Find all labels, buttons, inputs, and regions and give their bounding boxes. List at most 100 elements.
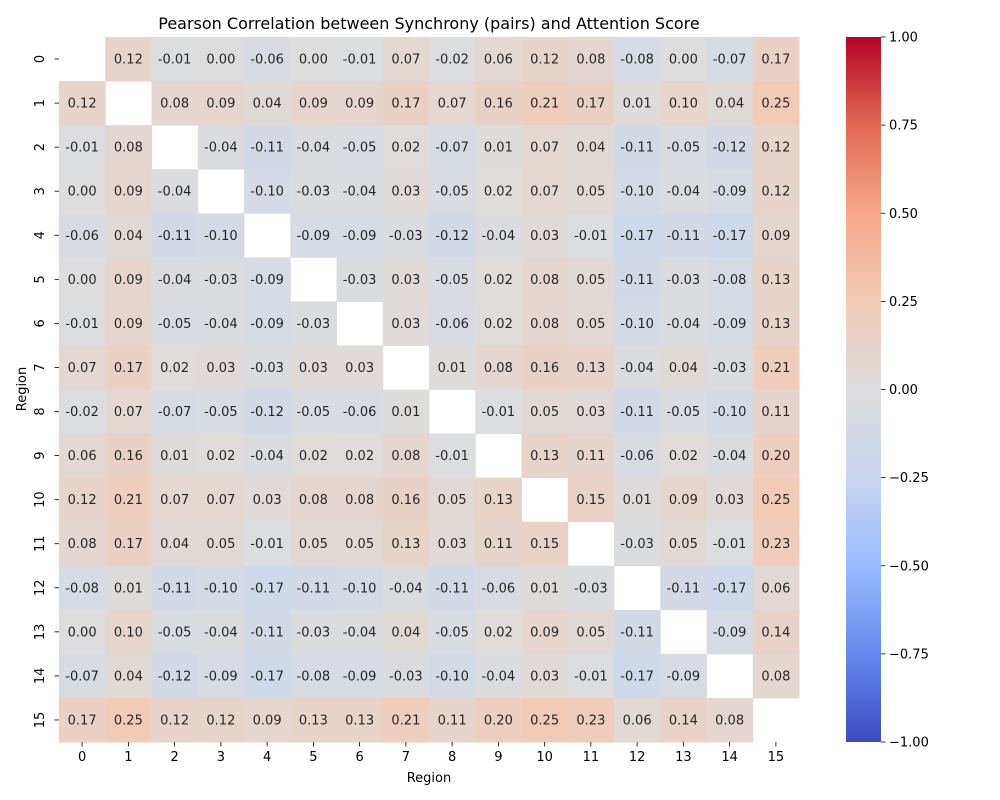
heatmap-cell xyxy=(151,521,199,567)
cell-value-label: -0.10 xyxy=(435,669,469,684)
cell-value-label: 0.06 xyxy=(484,53,513,68)
cell-value-label: 0.13 xyxy=(299,713,328,728)
heatmap-cell xyxy=(151,169,199,214)
cell-value-label: -0.04 xyxy=(343,625,377,640)
cell-value-label: 0.04 xyxy=(576,141,605,156)
heatmap-cell xyxy=(660,433,707,479)
cell-value-label: 0.07 xyxy=(114,405,143,420)
cell-value-label: 0.09 xyxy=(299,97,328,112)
cell-value-label: 0.00 xyxy=(68,273,97,288)
heatmap-cell xyxy=(475,345,522,390)
cell-value-label: 0.17 xyxy=(391,97,420,112)
cell-value-label: 0.09 xyxy=(253,713,282,728)
heatmap-cell xyxy=(290,477,337,523)
heatmap-cell xyxy=(567,565,615,611)
heatmap-cell xyxy=(105,389,152,435)
heatmap-cell xyxy=(290,37,337,82)
x-tick-label: 11 xyxy=(583,750,600,765)
colorbar-tick-label: 0.50 xyxy=(889,207,918,222)
cell-value-label: 0.21 xyxy=(391,713,420,728)
cell-value-label: 0.12 xyxy=(761,141,790,156)
cell-value-label: 0.09 xyxy=(114,273,143,288)
heatmap-cell xyxy=(197,565,245,611)
cell-value-label: 0.16 xyxy=(484,97,513,112)
cell-value-label: -0.11 xyxy=(297,581,331,596)
heatmap-cell xyxy=(521,301,569,346)
cell-value-label: -0.09 xyxy=(250,273,284,288)
heatmap-cell xyxy=(151,653,199,699)
heatmap-cell xyxy=(59,609,106,655)
cell-value-label: 0.23 xyxy=(576,713,605,728)
cell-value-label: -0.06 xyxy=(65,229,99,244)
heatmap-cell xyxy=(105,477,152,523)
cell-value-label: 0.25 xyxy=(530,713,559,728)
cell-value-label: 0.03 xyxy=(206,361,235,376)
cell-value-label: 0.03 xyxy=(530,229,559,244)
heatmap-cell xyxy=(336,81,384,126)
cell-value-label: 0.10 xyxy=(669,97,698,112)
heatmap-cell xyxy=(660,37,707,82)
cell-value-label: 0.06 xyxy=(623,713,652,728)
heatmap-cell xyxy=(290,169,337,214)
heatmap-cell xyxy=(382,433,430,479)
heatmap-cell xyxy=(567,169,615,214)
heatmap-cell xyxy=(660,81,707,126)
heatmap-cell xyxy=(614,169,661,214)
cell-value-label: -0.10 xyxy=(713,405,747,420)
heatmap-cell xyxy=(429,345,476,390)
cell-value-label: -0.10 xyxy=(620,185,654,200)
cell-value-label: 0.17 xyxy=(761,53,790,68)
cell-value-label: 0.11 xyxy=(761,405,790,420)
cell-value-label: 0.02 xyxy=(669,449,698,464)
heatmap-cell xyxy=(521,389,569,435)
cell-value-label: 0.00 xyxy=(206,53,235,68)
cell-value-label: -0.01 xyxy=(65,317,99,332)
heatmap-cell xyxy=(244,345,291,390)
heatmap-cell xyxy=(244,609,291,655)
cell-value-label: -0.04 xyxy=(482,669,516,684)
cell-value-label: -0.05 xyxy=(667,141,701,156)
x-tick-label: 10 xyxy=(536,750,553,765)
cell-value-label: 0.23 xyxy=(761,537,790,552)
cell-value-label: -0.03 xyxy=(389,669,423,684)
cell-value-label: 0.03 xyxy=(391,273,420,288)
heatmap-cell xyxy=(521,565,569,611)
heatmap-cell xyxy=(244,257,291,302)
heatmap-cell xyxy=(521,169,569,214)
cell-value-label: 0.21 xyxy=(114,493,143,508)
heatmap-cell xyxy=(336,257,384,302)
cell-value-label: -0.01 xyxy=(482,405,516,420)
cell-value-label: -0.08 xyxy=(620,53,654,68)
heatmap-cell xyxy=(429,477,476,523)
colorbar-tick-label: 0.25 xyxy=(889,295,918,310)
heatmap-cell xyxy=(197,345,245,390)
heatmap-cell xyxy=(475,653,522,699)
heatmap-cell xyxy=(660,345,707,390)
cell-value-label: -0.04 xyxy=(389,581,423,596)
heatmap-cell xyxy=(59,521,106,567)
heatmap-cell xyxy=(290,213,337,258)
cell-value-label: 0.03 xyxy=(253,493,282,508)
colorbar xyxy=(846,37,881,742)
heatmap-cell xyxy=(336,697,384,743)
heatmap-cell xyxy=(105,565,152,611)
cell-value-label: 0.08 xyxy=(345,493,374,508)
cell-value-label: 0.20 xyxy=(761,449,790,464)
cell-value-label: 0.07 xyxy=(530,141,559,156)
heatmap-cell xyxy=(567,37,615,82)
heatmap-cell xyxy=(475,81,522,126)
cell-value-label: 0.12 xyxy=(206,713,235,728)
cell-value-label: -0.09 xyxy=(713,317,747,332)
heatmap-cell xyxy=(475,301,522,346)
cell-value-label: 0.04 xyxy=(391,625,420,640)
cell-value-label: -0.05 xyxy=(158,317,192,332)
heatmap-cell xyxy=(290,521,337,567)
heatmap-cell xyxy=(336,345,384,390)
heatmap-cell xyxy=(429,609,476,655)
cell-value-label: 0.03 xyxy=(438,537,467,552)
cell-value-label: 0.12 xyxy=(114,53,143,68)
cell-value-label: 0.21 xyxy=(530,97,559,112)
y-tick-label: 14 xyxy=(33,668,48,685)
cell-value-label: 0.02 xyxy=(160,361,189,376)
